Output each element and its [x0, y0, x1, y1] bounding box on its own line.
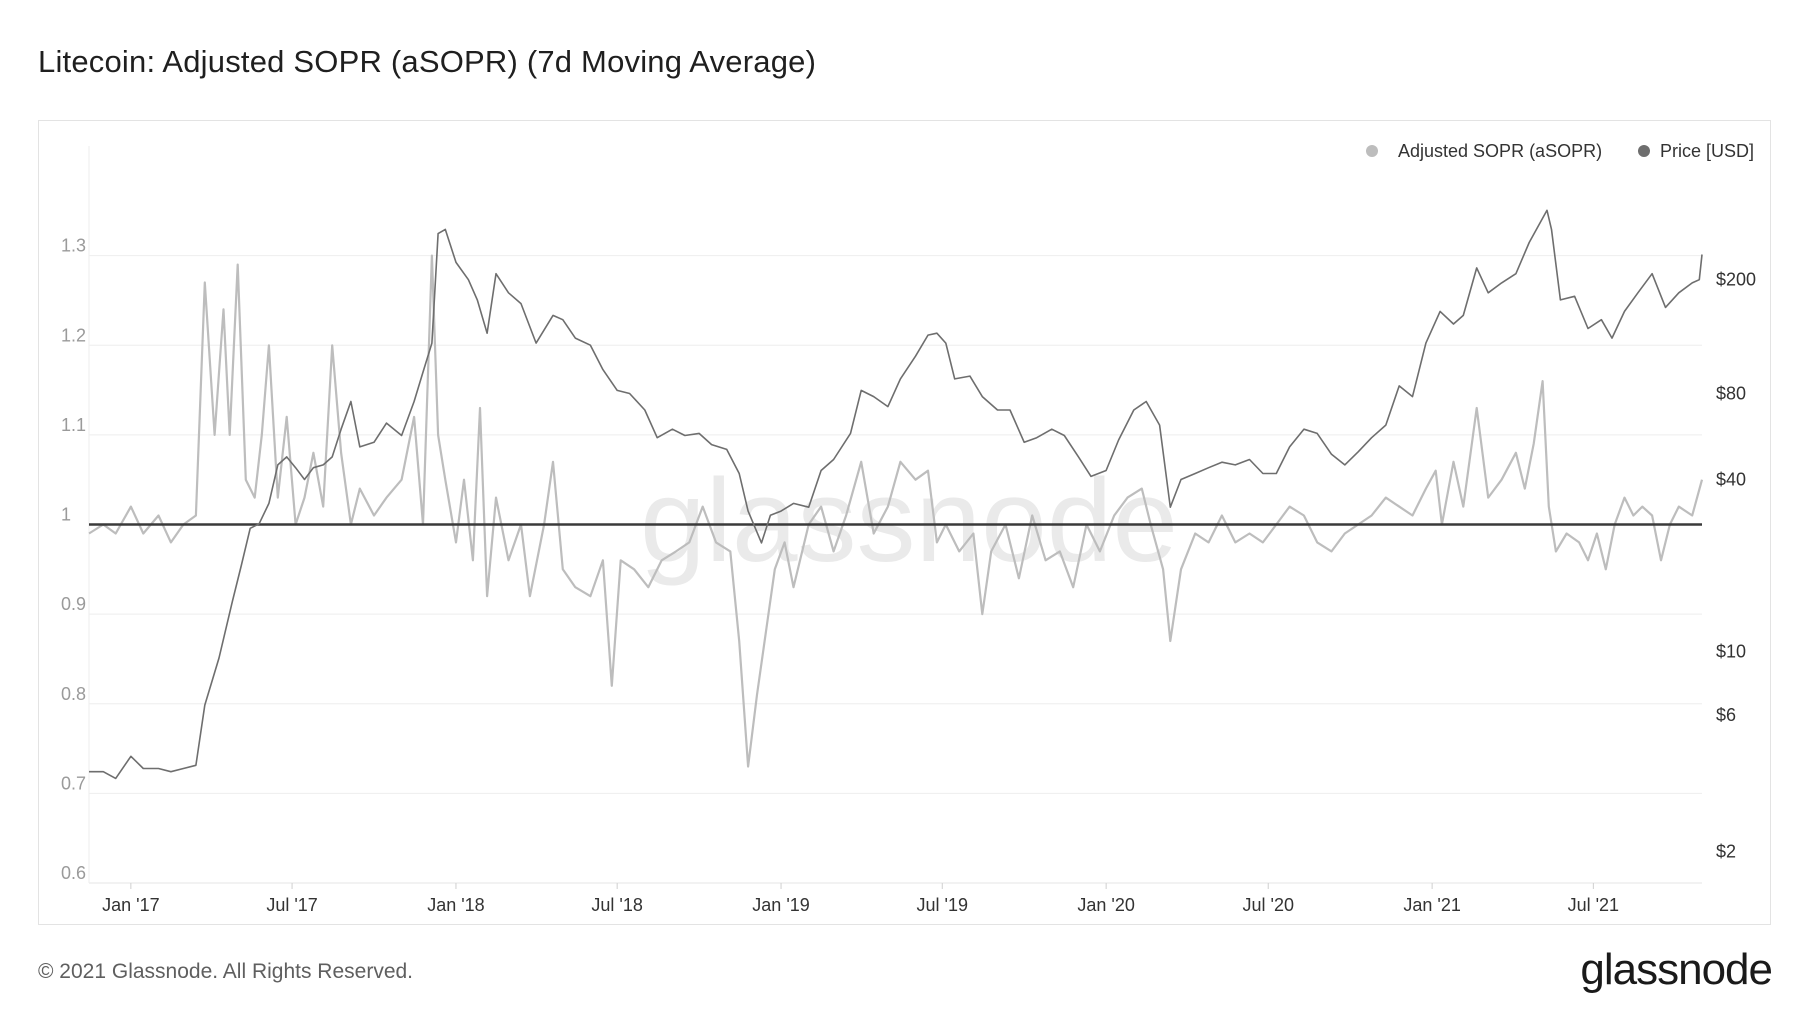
- legend-label-price: Price [USD]: [1660, 141, 1754, 161]
- y-left-tick-label: 1: [61, 505, 71, 525]
- series-line-asopr[interactable]: [88, 254, 1704, 768]
- chart-area[interactable]: glassnode 0.6 0.7 0.8 0.9 1 1.1 1.2 1.3 $2 $6 $10…: [38, 120, 1771, 925]
- x-tick-label: Jul '20: [1243, 895, 1294, 915]
- y-right-tick-label: $40: [1716, 470, 1746, 490]
- x-tick-label: Jan '17: [102, 895, 159, 915]
- y-axis-left: 0.6 0.7 0.8 0.9 1 1.1 1.2 1.3: [61, 236, 86, 883]
- y-right-tick-label: $200: [1716, 270, 1756, 290]
- legend: Adjusted SOPR (aSOPR) Price [USD]: [1366, 141, 1754, 161]
- x-tick-label: Jan '21: [1403, 895, 1460, 915]
- y-left-tick-label: 1.1: [61, 415, 86, 435]
- legend-item-price[interactable]: Price [USD]: [1638, 141, 1754, 161]
- y-right-tick-label: $10: [1716, 642, 1746, 662]
- copyright-text: © 2021 Glassnode. All Rights Reserved.: [38, 960, 414, 983]
- legend-label-asopr: Adjusted SOPR (aSOPR): [1398, 141, 1602, 161]
- chart-svg[interactable]: glassnode 0.6 0.7 0.8 0.9 1 1.1 1.2 1.3 $2 $6 $10…: [39, 121, 1772, 926]
- y-right-tick-label: $80: [1716, 383, 1746, 403]
- y-left-tick-label: 1.2: [61, 325, 86, 345]
- legend-item-asopr[interactable]: Adjusted SOPR (aSOPR): [1366, 141, 1602, 161]
- x-tick-label: Jan '20: [1077, 895, 1134, 915]
- y-axis-right: $2 $6 $10 $40 $80 $200: [1716, 270, 1756, 862]
- y-left-tick-label: 1.3: [61, 236, 86, 256]
- x-axis: Jan '17 Jul '17 Jan '18 Jul '18 Jan '19 Jul '…: [102, 883, 1619, 915]
- x-tick-label: Jul '18: [591, 895, 642, 915]
- y-left-tick-label: 0.6: [61, 863, 86, 883]
- x-tick-label: Jul '17: [266, 895, 317, 915]
- x-tick-label: Jan '18: [427, 895, 484, 915]
- watermark: glassnode: [640, 455, 1178, 587]
- legend-swatch-price: [1638, 145, 1650, 157]
- y-left-tick-label: 0.7: [61, 773, 86, 793]
- x-tick-label: Jan '19: [752, 895, 809, 915]
- x-tick-label: Jul '21: [1568, 895, 1619, 915]
- legend-swatch-asopr: [1366, 145, 1378, 157]
- y-right-tick-label: $2: [1716, 841, 1736, 861]
- y-right-tick-label: $6: [1716, 705, 1736, 725]
- series-line-price[interactable]: [89, 209, 1703, 780]
- x-tick-label: Jul '19: [917, 895, 968, 915]
- brand-logo[interactable]: glassnode: [1580, 945, 1773, 994]
- y-left-tick-label: 0.9: [61, 594, 86, 614]
- y-left-tick-label: 0.8: [61, 684, 86, 704]
- chart-title: Litecoin: Adjusted SOPR (aSOPR) (7d Movi…: [38, 44, 817, 79]
